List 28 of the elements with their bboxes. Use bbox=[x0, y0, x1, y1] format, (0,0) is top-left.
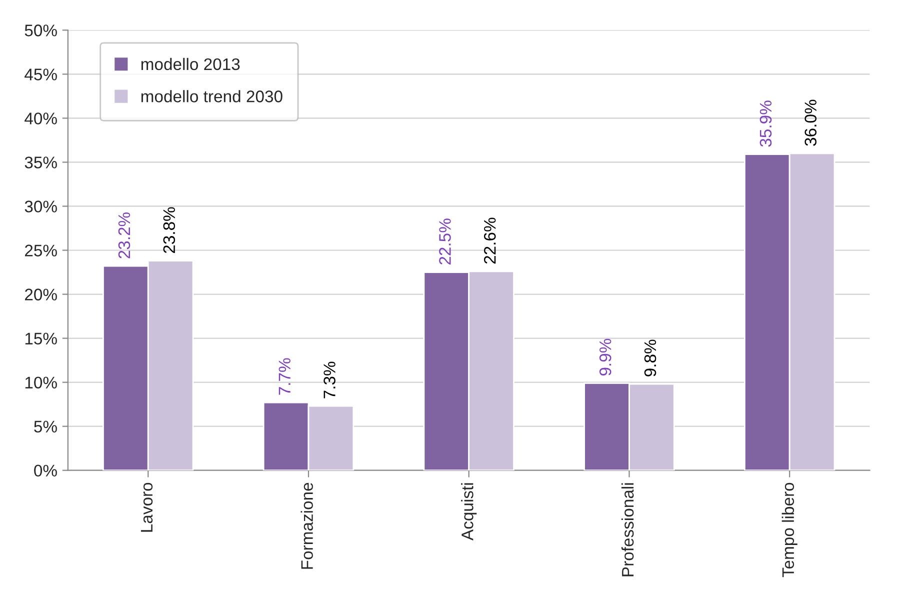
y-tick-label: 40% bbox=[24, 112, 57, 124]
x-tick-label: Tempo libero bbox=[782, 482, 798, 578]
y-tick-label: 50% bbox=[24, 24, 57, 36]
data-label: 22.6% bbox=[484, 218, 496, 264]
x-tick-label: Acquisti bbox=[461, 483, 477, 540]
data-label: 23.8% bbox=[163, 207, 176, 254]
y-tick-label: 30% bbox=[24, 200, 57, 212]
legend-label: modello 2013 bbox=[141, 58, 240, 70]
data-label: 36.0% bbox=[804, 100, 817, 146]
data-label: 35.9% bbox=[760, 100, 772, 147]
y-tick-label: 35% bbox=[24, 156, 57, 168]
y-tick-label: 0% bbox=[34, 464, 57, 477]
y-tick-label: 20% bbox=[25, 288, 57, 300]
x-tick-label: Professionali bbox=[621, 483, 634, 576]
data-label: 9.8% bbox=[644, 340, 656, 376]
y-tick-label: 10% bbox=[25, 376, 57, 389]
y-tick-label: 25% bbox=[25, 244, 57, 256]
y-tick-label: 15% bbox=[25, 332, 57, 344]
y-tick-label: 5% bbox=[34, 420, 57, 433]
y-tick-label: 45% bbox=[24, 68, 57, 80]
data-label: 23.2% bbox=[118, 212, 130, 258]
x-tick-label: Lavoro bbox=[140, 482, 153, 532]
data-label: 9.9% bbox=[599, 338, 612, 376]
legend-label: modello trend 2030 bbox=[141, 90, 282, 102]
data-label: 22.5% bbox=[439, 218, 451, 264]
data-label: 7.7% bbox=[278, 358, 290, 395]
x-tick-label: Formazione bbox=[300, 482, 313, 569]
data-label: 7.3% bbox=[324, 362, 336, 398]
